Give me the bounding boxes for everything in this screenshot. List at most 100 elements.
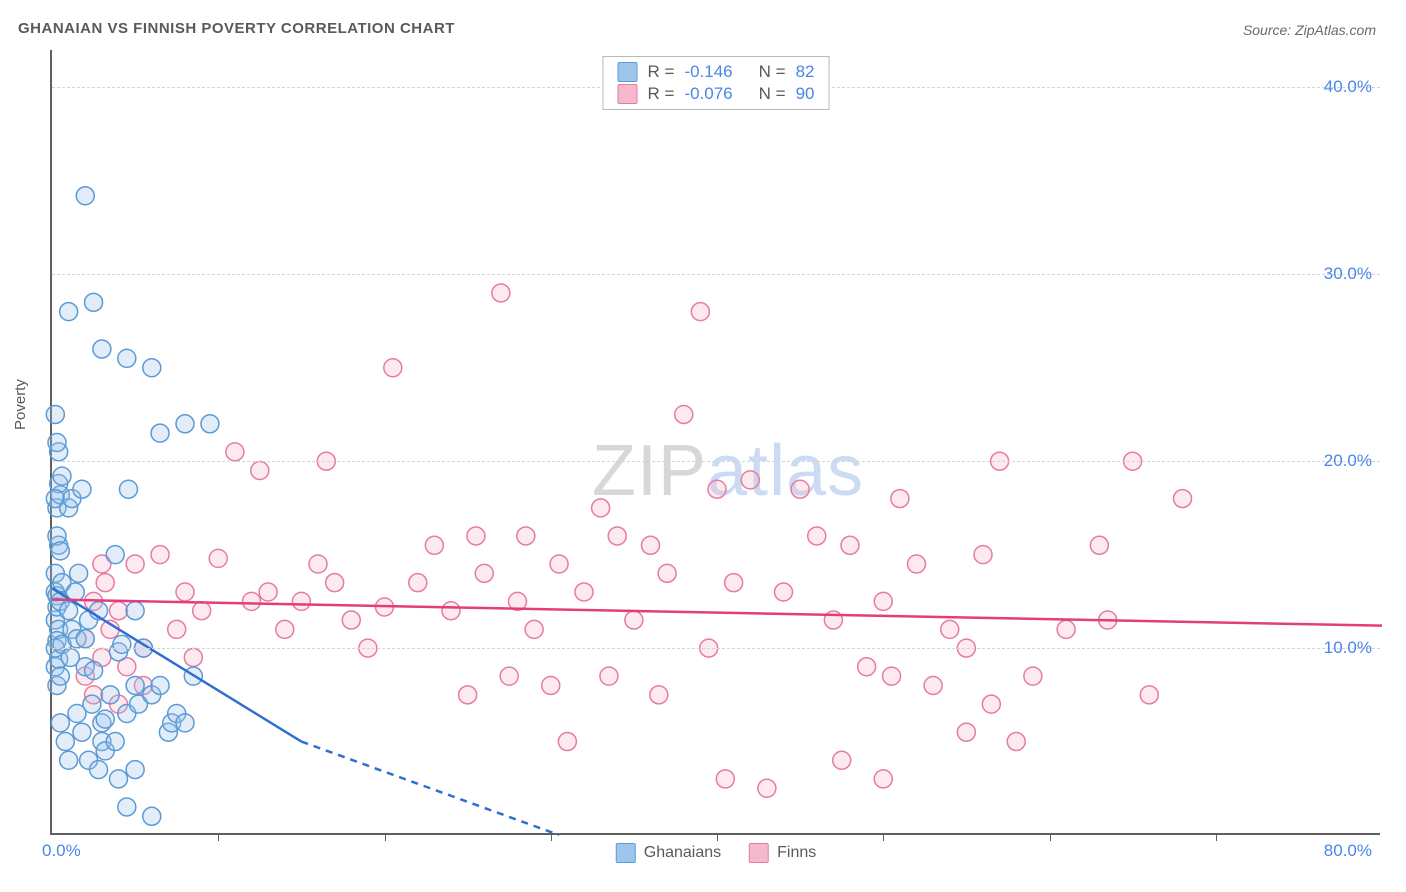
scatter-point: [982, 695, 1000, 713]
x-axis-min-label: 0.0%: [42, 841, 81, 861]
scatter-point: [858, 658, 876, 676]
x-tick: [883, 833, 884, 841]
y-tick-label: 30.0%: [1324, 264, 1372, 284]
scatter-point: [691, 303, 709, 321]
x-tick: [385, 833, 386, 841]
scatter-point: [60, 751, 78, 769]
gridline: [52, 274, 1380, 275]
legend-label-ghanaians: Ghanaians: [644, 844, 721, 862]
scatter-point: [675, 405, 693, 423]
scatter-point: [96, 710, 114, 728]
scatter-point: [459, 686, 477, 704]
scatter-point: [68, 705, 86, 723]
scatter-point: [168, 620, 186, 638]
scatter-point: [741, 471, 759, 489]
scatter-point: [775, 583, 793, 601]
scatter-point: [51, 714, 69, 732]
legend-n-label: N =: [759, 84, 786, 104]
scatter-point: [608, 527, 626, 545]
source-attribution: Source: ZipAtlas.com: [1243, 22, 1376, 38]
scatter-point: [725, 574, 743, 592]
y-axis-label: Poverty: [12, 379, 29, 430]
scatter-point: [841, 536, 859, 554]
scatter-point: [874, 770, 892, 788]
scatter-point: [60, 602, 78, 620]
scatter-point: [110, 602, 128, 620]
scatter-point: [76, 630, 94, 648]
scatter-point: [833, 751, 851, 769]
scatter-point: [73, 480, 91, 498]
plot-area: ZIPatlas R = -0.146 N = 82 R = -0.076 N …: [50, 50, 1380, 835]
scatter-point: [56, 733, 74, 751]
scatter-point: [908, 555, 926, 573]
scatter-point: [251, 462, 269, 480]
scatter-point: [891, 490, 909, 508]
y-tick-label: 10.0%: [1324, 638, 1372, 658]
scatter-point: [600, 667, 618, 685]
scatter-point: [85, 662, 103, 680]
scatter-point: [517, 527, 535, 545]
scatter-point: [226, 443, 244, 461]
scatter-point: [525, 620, 543, 638]
scatter-point: [874, 592, 892, 610]
scatter-point: [1140, 686, 1158, 704]
scatter-point: [143, 807, 161, 825]
y-tick-label: 20.0%: [1324, 451, 1372, 471]
scatter-point: [193, 602, 211, 620]
scatter-point: [118, 798, 136, 816]
scatter-point: [974, 546, 992, 564]
scatter-point: [384, 359, 402, 377]
scatter-point: [708, 480, 726, 498]
scatter-point: [808, 527, 826, 545]
scatter-point: [292, 592, 310, 610]
legend-stats-box: R = -0.146 N = 82 R = -0.076 N = 90: [603, 56, 830, 110]
scatter-point: [151, 676, 169, 694]
scatter-point: [176, 714, 194, 732]
scatter-point: [110, 770, 128, 788]
scatter-point: [126, 761, 144, 779]
scatter-point: [941, 620, 959, 638]
scatter-point: [101, 686, 119, 704]
scatter-point: [143, 359, 161, 377]
scatter-point: [96, 574, 114, 592]
scatter-point: [209, 549, 227, 567]
scatter-point: [326, 574, 344, 592]
scatter-point: [151, 546, 169, 564]
scatter-point: [883, 667, 901, 685]
scatter-point: [259, 583, 277, 601]
legend-n-value-0: 82: [796, 62, 815, 82]
legend-r-label: R =: [648, 84, 675, 104]
scatter-point: [658, 564, 676, 582]
scatter-point: [106, 546, 124, 564]
scatter-point: [53, 467, 71, 485]
x-tick: [1050, 833, 1051, 841]
scatter-point: [342, 611, 360, 629]
x-tick: [1216, 833, 1217, 841]
scatter-point: [625, 611, 643, 629]
scatter-point: [467, 527, 485, 545]
scatter-point: [119, 480, 137, 498]
scatter-point: [1057, 620, 1075, 638]
scatter-point: [46, 405, 64, 423]
scatter-point: [76, 187, 94, 205]
gridline: [52, 648, 1380, 649]
trend-line: [52, 600, 1382, 626]
scatter-point: [409, 574, 427, 592]
scatter-point: [151, 424, 169, 442]
legend-swatch-finns-icon: [749, 843, 769, 863]
legend-swatch-ghanaians: [618, 62, 638, 82]
scatter-point: [73, 723, 91, 741]
scatter-point: [309, 555, 327, 573]
scatter-point: [592, 499, 610, 517]
scatter-point: [475, 564, 493, 582]
gridline: [52, 461, 1380, 462]
legend-item-ghanaians: Ghanaians: [616, 843, 721, 863]
legend-r-value-1: -0.076: [684, 84, 732, 104]
x-tick: [551, 833, 552, 841]
x-tick: [218, 833, 219, 841]
scatter-point: [93, 340, 111, 358]
legend-label-finns: Finns: [777, 844, 816, 862]
scatter-point: [758, 779, 776, 797]
scatter-point: [550, 555, 568, 573]
scatter-point: [106, 733, 124, 751]
